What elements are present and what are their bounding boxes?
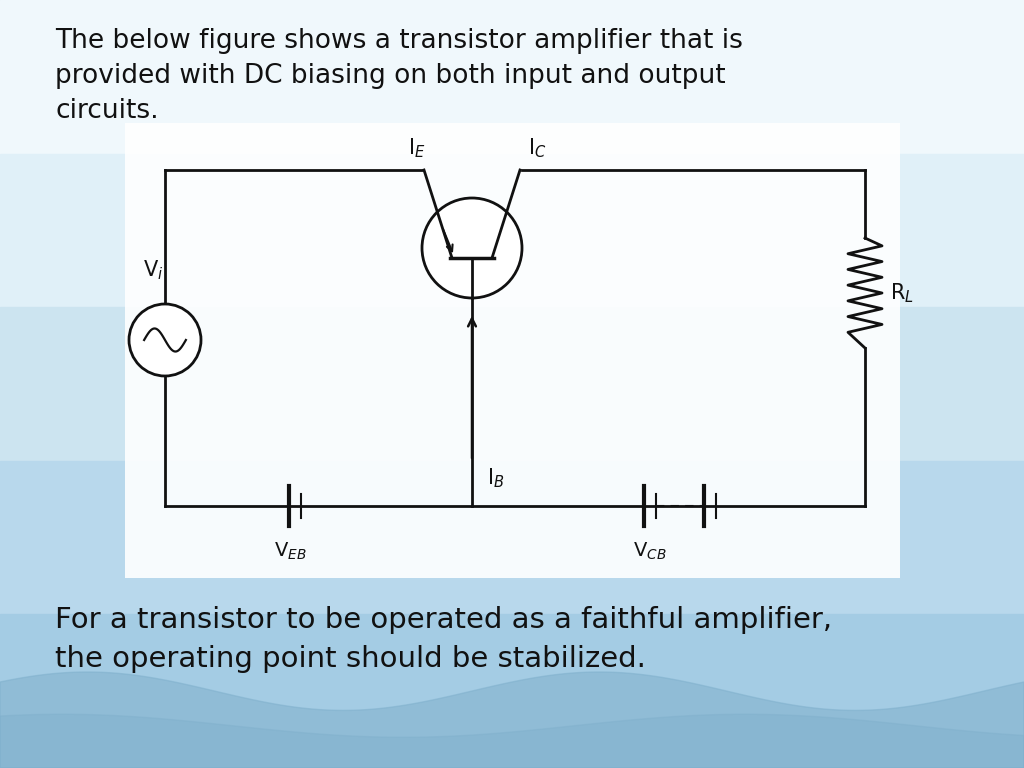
Bar	[0, 154, 1024, 307]
Text: V$_{CB}$: V$_{CB}$	[633, 541, 667, 562]
Bar	[0, 307, 1024, 461]
Text: I$_E$: I$_E$	[409, 137, 426, 160]
Bar	[125, 123, 900, 578]
Text: I$_C$: I$_C$	[527, 137, 546, 160]
Text: For a transistor to be operated as a faithful amplifier,
the operating point sho: For a transistor to be operated as a fai…	[55, 606, 833, 673]
Text: I$_B$: I$_B$	[487, 466, 505, 490]
Circle shape	[422, 198, 522, 298]
Bar	[0, 461, 1024, 614]
Circle shape	[129, 304, 201, 376]
Text: V$_{EB}$: V$_{EB}$	[273, 541, 306, 562]
Text: R$_L$: R$_L$	[890, 281, 914, 305]
Bar	[0, 0, 1024, 154]
Bar	[0, 614, 1024, 768]
Text: V$_i$: V$_i$	[142, 258, 163, 282]
Text: The below figure shows a transistor amplifier that is
provided with DC biasing o: The below figure shows a transistor ampl…	[55, 28, 742, 124]
